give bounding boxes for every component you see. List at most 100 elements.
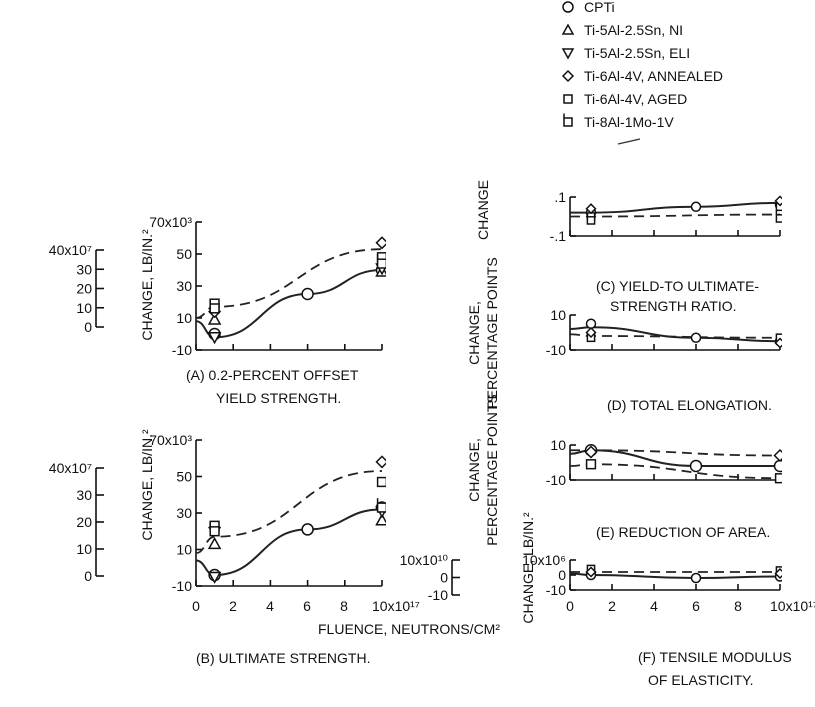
fit-curve-solid (195, 269, 383, 339)
panel-caption: (A) 0.2-PERCENT OFFSET (186, 367, 359, 383)
y-tick-label: 70x10³ (149, 214, 192, 230)
marker-diamond (773, 448, 782, 463)
marker-circle (562, 1, 574, 13)
marker-circle (689, 459, 703, 473)
marker-diamond (375, 455, 386, 469)
legend-label: Ti-5Al-2.5Sn, NI (584, 22, 683, 38)
y-axis-label: CHANGE, LB/IN.² (520, 512, 536, 624)
y-tick-label: 10x10⁶ (522, 552, 566, 568)
marker-triangle-up (561, 23, 575, 35)
x-tick-label: 10x10¹⁷ (372, 598, 420, 614)
marker-flagged-square (563, 113, 573, 127)
legend-item: Ti-8Al-1Mo-1V (563, 113, 674, 130)
x-tick-label: 2 (229, 598, 237, 614)
secondary-y-tick-label: 0 (84, 568, 92, 584)
secondary-y-tick-label: 20 (76, 281, 92, 297)
y-axis-label-line: PERCENTAGE POINTS (484, 257, 500, 408)
panel-e: 10 -10 CHANGE, PERCENTAGE POINTS (E) REDUCTI… (466, 394, 782, 546)
panel-caption: (C) YIELD-TO ULTIMATE- (596, 278, 759, 294)
y-tick-label: 70x10³ (149, 432, 192, 448)
panel-d: 10 -10 CHANGE, PERCENTAGE POINTS (D) TOTAL E… (466, 257, 782, 413)
stray-mark (617, 138, 641, 145)
fit-curve-solid (569, 449, 780, 468)
y-tick-label: 10 (176, 542, 192, 558)
x-tick-label: 6 (303, 598, 311, 614)
marker-circle (690, 572, 702, 584)
panel-caption: (D) TOTAL ELONGATION. (607, 397, 772, 413)
panel-caption: (E) REDUCTION OF AREA. (596, 524, 770, 540)
y-axis-label-line: PERCENTAGE POINTS (484, 394, 500, 545)
marker-circle (301, 287, 314, 301)
marker-circle (690, 332, 702, 343)
plot-area (195, 455, 386, 584)
y-tick-label: -10 (546, 582, 566, 598)
marker-triangle-down (207, 571, 222, 584)
fit-curve-dash (195, 470, 383, 555)
secondary-y-tick-label: 0 (84, 319, 92, 335)
marker-diamond (774, 337, 782, 349)
plot-area (195, 236, 386, 345)
y-axis-label: CHANGE, LB/IN.² (139, 229, 155, 341)
y-tick-label: 30 (176, 505, 192, 521)
fit-curve-solid (569, 201, 781, 214)
marker-diamond (585, 203, 597, 215)
legend-label: Ti-6Al-4V, AGED (584, 91, 687, 107)
y-tick-label: 30 (176, 278, 192, 294)
legend-item: Ti-5Al-2.5Sn, ELI (561, 45, 690, 61)
plot-area (569, 195, 782, 225)
marker-diamond (584, 445, 598, 459)
panel-caption: (B) ULTIMATE STRENGTH. (196, 650, 370, 666)
legend-label: CPTi (584, 0, 615, 15)
x-tick-label: 8 (734, 598, 742, 614)
marker-diamond (585, 326, 597, 339)
marker-diamond (375, 236, 386, 250)
marker-flagged-square (209, 299, 220, 314)
panel-a: 70x10³ 50 30 10 -10 40x10⁷ 30 20 10 0 CHANGE, LB/I… (49, 214, 386, 406)
x-tick-label: 6 (692, 598, 700, 614)
plot-area (569, 564, 782, 584)
marker-circle (773, 459, 782, 473)
secondary-axis: 10x10¹⁰ 0-10 (400, 552, 460, 603)
shared-labels: 0 2 4 6 8 10x10¹⁷ 0 2 4 6 8 10x10¹⁷ FLUENCE, NEUTRON… (192, 598, 815, 637)
fit-curve-solid (569, 326, 781, 343)
legend: CPTi Ti-5Al-2.5Sn, NI Ti-5Al-2.5Sn, ELI Ti-… (561, 0, 723, 130)
y-tick-label: 10 (550, 437, 566, 453)
panel-caption: (F) TENSILE MODULUS (638, 649, 792, 665)
secondary-y-tick-label: 40x10⁷ (49, 460, 92, 476)
y-tick-label: 50 (176, 469, 192, 485)
legend-label: Ti-6Al-4V, ANNEALED (584, 68, 723, 84)
secondary-y-tick-label: -10 (428, 587, 448, 603)
panel-caption: YIELD STRENGTH. (216, 390, 341, 406)
y-tick-label: 0 (558, 567, 566, 583)
marker-flagged-square (209, 521, 220, 537)
fit-curve-dash (569, 463, 781, 480)
fit-curve-dash (570, 449, 781, 457)
marker-square (774, 473, 782, 484)
panel-caption: STRENGTH RATIO. (610, 298, 737, 314)
fit-curve-dash (569, 213, 781, 218)
marker-diamond (774, 195, 782, 207)
marker-flagged-square (376, 254, 386, 269)
marker-triangle-down (561, 48, 575, 60)
y-tick-label: .1 (554, 189, 566, 205)
marker-triangle-up (207, 312, 222, 325)
marker-flagged-square (376, 498, 386, 513)
y-tick-label: -10 (546, 342, 566, 358)
secondary-y-tick-label: 10x10¹⁰ (400, 552, 449, 568)
x-axis-title: FLUENCE, NEUTRONS/CM² (318, 621, 500, 637)
fit-curve-dash (195, 248, 383, 319)
plot-area (569, 318, 782, 349)
x-tick-label: 8 (340, 598, 348, 614)
secondary-y-tick-label: 20 (76, 514, 92, 530)
y-axis-label-line: CHANGE, (466, 301, 482, 365)
marker-triangle-up (375, 513, 386, 526)
panel-c: .1 -.1 CHANGE (C) YIELD-TO ULTIMATE- STRENGT… (475, 180, 782, 314)
marker-circle (585, 318, 597, 329)
legend-item: CPTi (562, 0, 615, 15)
legend-item: Ti-6Al-4V, AGED (563, 91, 687, 107)
y-tick-label: -10 (172, 578, 192, 594)
